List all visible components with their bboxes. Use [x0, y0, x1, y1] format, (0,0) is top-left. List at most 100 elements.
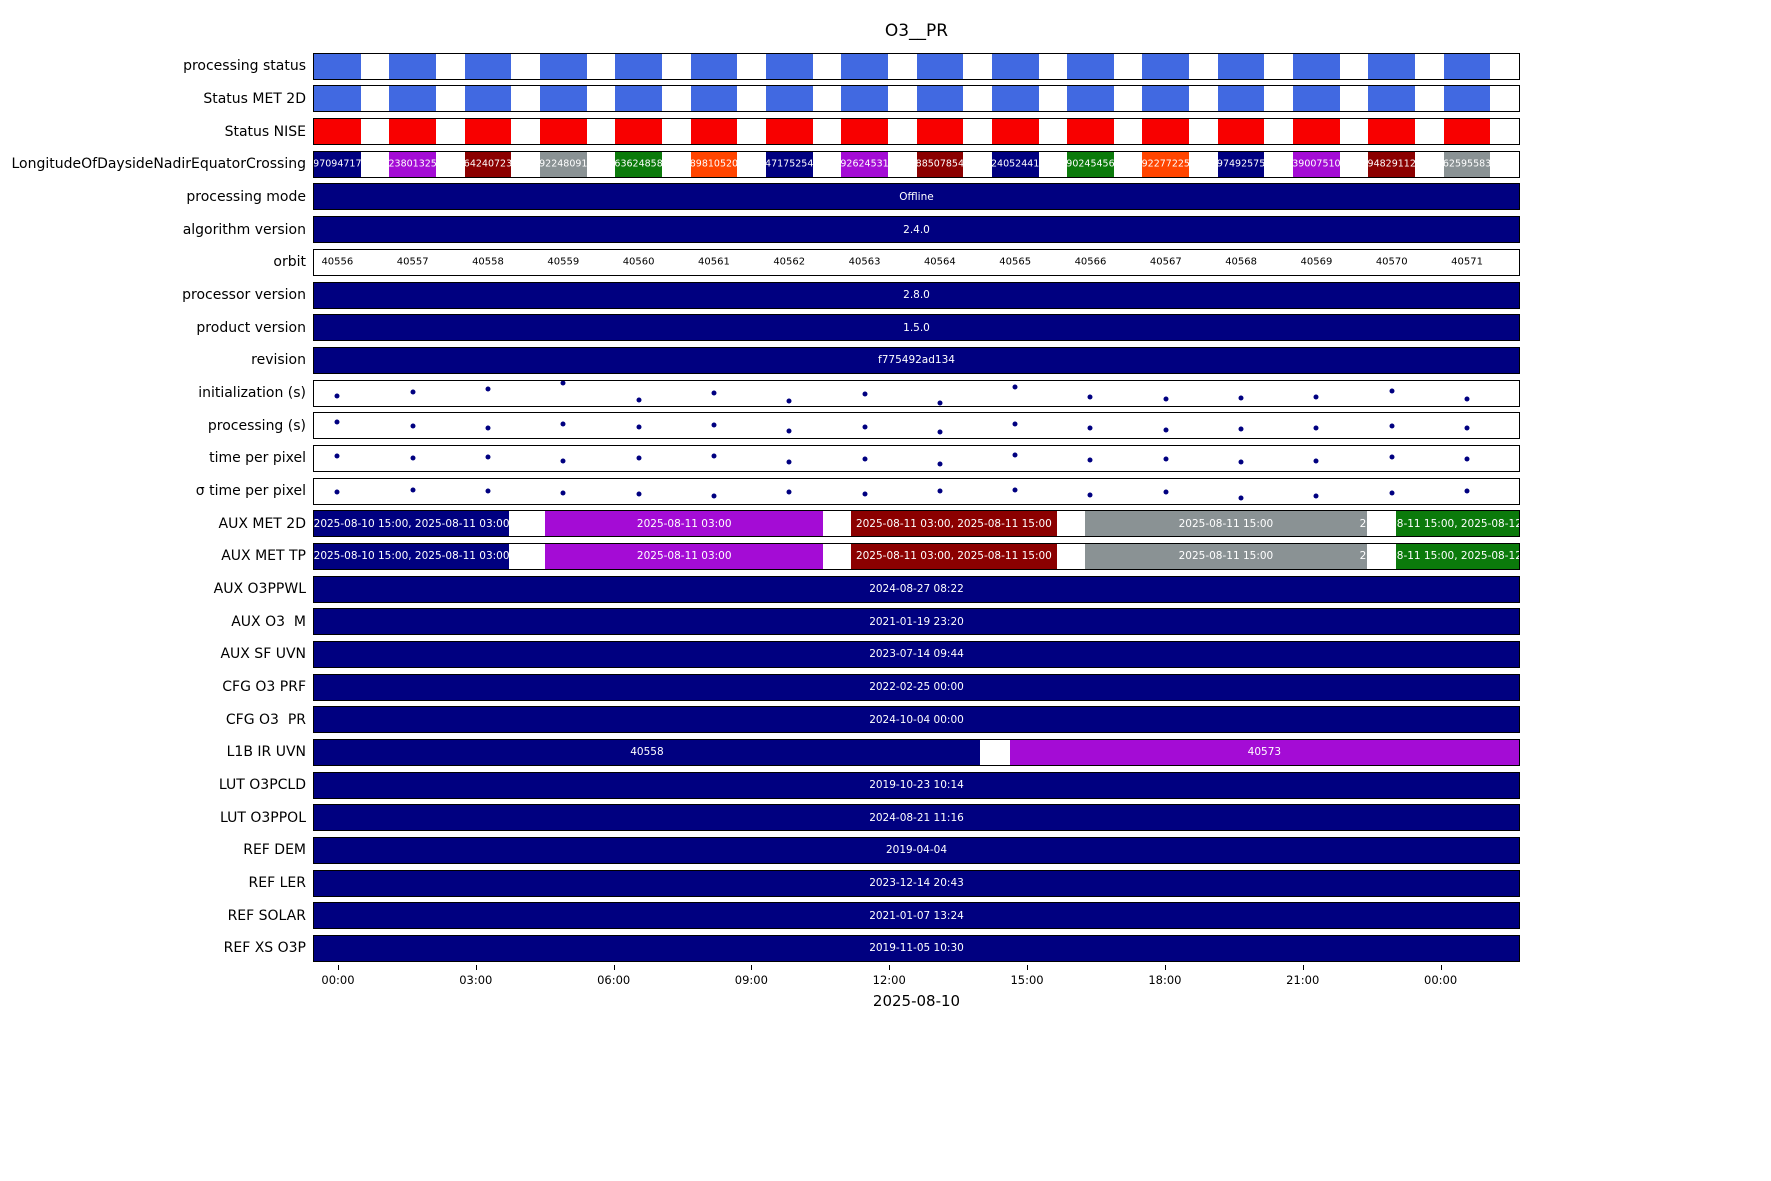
scatter-dot	[1012, 421, 1018, 427]
scatter-dot	[1313, 394, 1319, 400]
row-label: AUX O3 M	[231, 613, 306, 630]
scatter-dot	[560, 380, 566, 386]
bar-value: 2024-08-21 11:16	[869, 811, 964, 824]
scatter-dot	[1464, 396, 1470, 402]
orbit-number: 40564	[923, 256, 956, 268]
axis-tick	[475, 965, 477, 970]
status-block	[1142, 53, 1190, 79]
status-block	[389, 53, 436, 79]
value-block-text: 24052441	[990, 158, 1040, 170]
scatter-dot	[1313, 425, 1319, 431]
status-block	[615, 119, 662, 145]
scatter-dot	[1163, 396, 1169, 402]
plot-row: processing (s)	[0, 409, 1520, 442]
row-label: revision	[251, 352, 306, 369]
scatter-dot	[862, 491, 868, 497]
row-label: L1B IR UVN	[226, 744, 306, 761]
timeline-segment: 2025-08-11 15:00	[1084, 511, 1368, 537]
plot-row: LongitudeOfDaysideNadirEquatorCrossing 97…	[0, 148, 1520, 181]
scatter-dot	[636, 397, 642, 403]
timeline-segment: 2025-08-10 15:00, 2025-08-11 03:00	[314, 511, 510, 537]
plot-row: Status MET 2D	[0, 83, 1520, 116]
axis-tick-label: 06:00	[597, 973, 631, 987]
row-label: AUX MET TP	[221, 548, 306, 565]
row-label-box: L1B IR UVN	[0, 736, 313, 769]
scatter-dot	[937, 429, 943, 435]
value-block: 92277225	[1141, 151, 1190, 177]
row-label: CFG O3 PR	[225, 711, 306, 728]
scatter-dot	[1012, 384, 1018, 390]
row-label-box: AUX O3PPWL	[0, 573, 313, 606]
row-label: LUT O3PCLD	[218, 777, 306, 794]
scatter-dot	[937, 400, 943, 406]
axis-tick	[613, 965, 615, 970]
orbit-number: 40570	[1375, 256, 1408, 268]
status-block	[314, 86, 361, 112]
row-band: 40556 40557 40558 40559 40560 40561 40562 40563…	[313, 248, 1520, 276]
timeline-segment: 2025-08-11 15:00, 2025-08-12 03:00	[1360, 543, 1519, 569]
row-label-box: Status NISE	[0, 115, 313, 148]
scatter-dot	[410, 423, 416, 429]
plot-row: REF XS O3P 2019-11-05 10:30	[0, 932, 1520, 965]
value-block-text: 62595583	[1442, 158, 1492, 170]
plot-row: AUX O3 M 2021-01-19 23:20	[0, 605, 1520, 638]
scatter-dot	[1087, 457, 1093, 463]
plot-row: AUX MET 2D 2025-08-10 15:00, 2025-08-11 0…	[0, 507, 1520, 540]
value-block-text: 39007510	[1292, 158, 1341, 170]
plot-row: revision f775492ad134	[0, 344, 1520, 377]
timeline-segment: 40558	[314, 739, 980, 765]
status-block	[314, 53, 361, 79]
status-block	[1142, 86, 1190, 112]
scatter-dot	[937, 461, 943, 467]
value-block-text: 97492575	[1216, 158, 1266, 170]
scatter-dot	[1313, 493, 1319, 499]
row-label-box: LUT O3PPOL	[0, 801, 313, 834]
row-label-box: processor version	[0, 279, 313, 312]
axis-tick-label: 09:00	[734, 973, 768, 987]
status-block	[539, 86, 587, 112]
scatter-dot	[1464, 488, 1470, 494]
value-block-text: 92277225	[1141, 158, 1190, 170]
axis-tick-label: 18:00	[1148, 973, 1182, 987]
row-band	[313, 412, 1520, 440]
status-block	[1217, 119, 1265, 145]
scatter-dot	[485, 386, 491, 392]
row-band: 2021-01-19 23:20	[313, 608, 1520, 636]
value-block-text: 23801325	[388, 158, 437, 170]
bar-value: 2019-04-04	[885, 844, 948, 857]
plot-row: σ time per pixel	[0, 475, 1520, 508]
scatter-dot	[1389, 423, 1395, 429]
row-label: LongitudeOfDaysideNadirEquatorCrossing	[11, 156, 306, 173]
row-label-box: algorithm version	[0, 213, 313, 246]
row-band: 2.4.0	[313, 216, 1520, 244]
status-block	[1217, 86, 1265, 112]
scatter-dot	[636, 455, 642, 461]
timeline-segment: 2025-08-11 15:00, 2025-08-12 03:00	[1360, 511, 1519, 537]
row-label-box: product version	[0, 311, 313, 344]
row-label: σ time per pixel	[195, 483, 306, 500]
axis-tick	[1164, 965, 1166, 970]
segment-text: 2025-08-11 03:00	[636, 517, 732, 530]
scatter-dot	[1313, 458, 1319, 464]
plot-row: L1B IR UVN 40558 40573	[0, 736, 1520, 769]
row-label-box: processing status	[0, 50, 313, 83]
scatter-dot	[1087, 492, 1093, 498]
row-band	[313, 85, 1520, 113]
timeline-segment: 2025-08-10 15:00, 2025-08-11 03:00	[314, 543, 510, 569]
status-block	[389, 86, 436, 112]
bar-value: 2022-02-25 00:00	[869, 681, 964, 694]
row-band: 2023-12-14 20:43	[313, 869, 1520, 897]
orbit-number: 40563	[848, 256, 881, 268]
value-block: 97094717	[314, 151, 362, 177]
scatter-dot	[1163, 489, 1169, 495]
row-band	[313, 444, 1520, 472]
scatter-dot	[1163, 456, 1169, 462]
plot-row: time per pixel	[0, 442, 1520, 475]
row-band	[313, 477, 1520, 505]
row-label-box: time per pixel	[0, 442, 313, 475]
value-block: 89810520	[690, 151, 738, 177]
x-axis: 2025-08-10 00:00 03:00 06:00 09:00 12:00 15:0…	[313, 965, 1520, 1025]
plot-row: processing mode Offline	[0, 181, 1520, 214]
row-label-box: orbit	[0, 246, 313, 279]
row-band: 2023-07-14 09:44	[313, 640, 1520, 668]
